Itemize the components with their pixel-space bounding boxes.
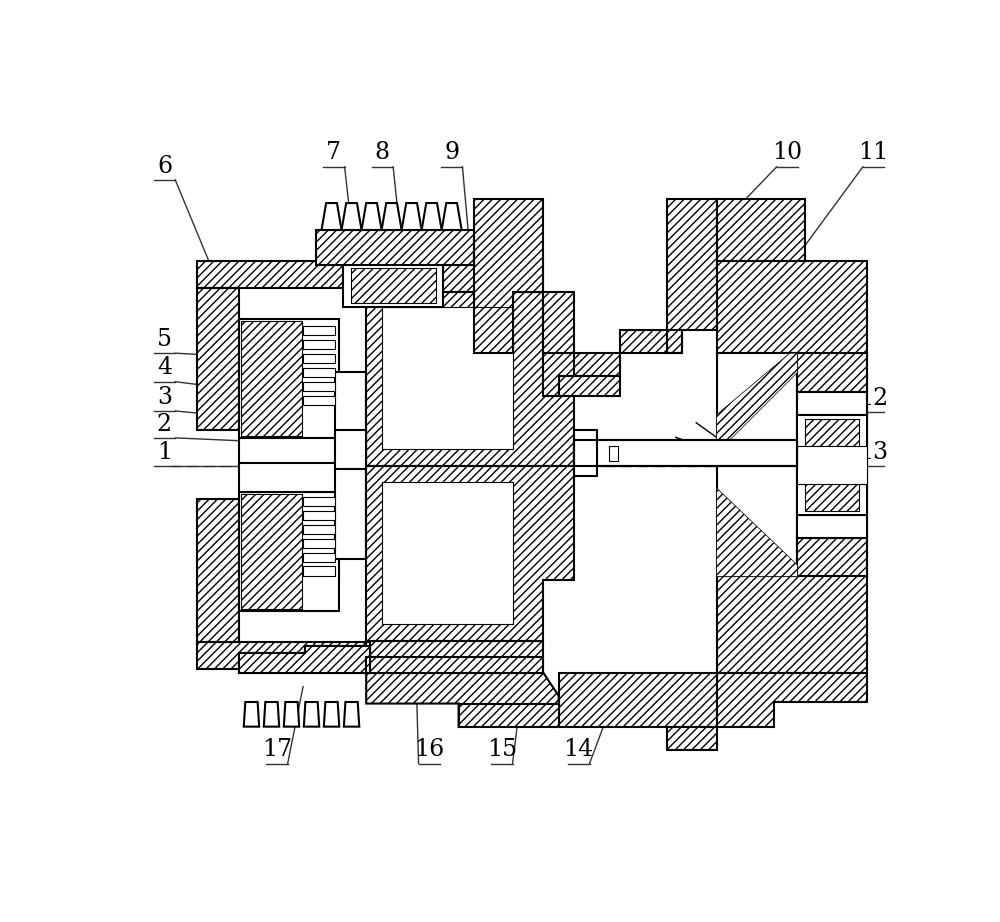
Polygon shape (244, 702, 259, 727)
Polygon shape (366, 673, 559, 727)
Polygon shape (574, 431, 597, 477)
Text: 16: 16 (414, 739, 444, 762)
Polygon shape (366, 657, 543, 673)
Polygon shape (303, 396, 335, 405)
Text: 12: 12 (859, 387, 889, 410)
Polygon shape (474, 199, 543, 353)
Polygon shape (422, 203, 442, 230)
Polygon shape (382, 203, 402, 230)
Polygon shape (344, 702, 359, 727)
Polygon shape (666, 199, 717, 353)
Text: 2: 2 (157, 412, 172, 435)
Polygon shape (574, 440, 797, 467)
Polygon shape (717, 353, 797, 576)
Text: 9: 9 (444, 141, 459, 164)
Text: 10: 10 (772, 141, 802, 164)
Polygon shape (717, 261, 867, 673)
Text: 5: 5 (157, 328, 172, 351)
Polygon shape (303, 382, 335, 391)
Polygon shape (717, 353, 797, 576)
Polygon shape (717, 488, 797, 576)
Polygon shape (559, 376, 620, 396)
Polygon shape (239, 318, 339, 438)
Polygon shape (620, 330, 682, 353)
Polygon shape (717, 673, 867, 727)
Polygon shape (284, 702, 299, 727)
Polygon shape (316, 230, 474, 288)
Text: 6: 6 (157, 155, 172, 178)
Polygon shape (197, 288, 239, 431)
Polygon shape (797, 392, 867, 415)
Polygon shape (239, 645, 370, 673)
Polygon shape (797, 353, 867, 392)
Polygon shape (362, 203, 382, 230)
Polygon shape (797, 538, 867, 576)
Polygon shape (303, 525, 335, 534)
Polygon shape (717, 199, 805, 261)
Polygon shape (241, 494, 302, 609)
Polygon shape (797, 415, 867, 514)
Polygon shape (382, 307, 512, 449)
Polygon shape (303, 552, 335, 561)
Polygon shape (322, 203, 342, 230)
Polygon shape (797, 514, 867, 538)
Text: 7: 7 (326, 141, 341, 164)
Polygon shape (351, 268, 436, 303)
Text: 8: 8 (375, 141, 390, 164)
Polygon shape (366, 261, 543, 291)
Polygon shape (805, 482, 859, 511)
Polygon shape (797, 445, 867, 484)
Text: 17: 17 (262, 739, 292, 762)
Polygon shape (342, 203, 362, 230)
Polygon shape (264, 702, 279, 727)
Polygon shape (366, 641, 543, 673)
Text: 1: 1 (157, 441, 172, 464)
Polygon shape (197, 261, 370, 288)
Polygon shape (366, 467, 574, 641)
Text: 4: 4 (157, 356, 172, 379)
Polygon shape (303, 368, 335, 377)
Polygon shape (666, 727, 717, 750)
Polygon shape (382, 482, 512, 624)
Polygon shape (717, 353, 797, 442)
Polygon shape (303, 538, 335, 548)
Polygon shape (335, 372, 366, 559)
Polygon shape (805, 419, 859, 445)
Polygon shape (366, 291, 574, 467)
Polygon shape (559, 673, 717, 727)
Polygon shape (303, 354, 335, 363)
Polygon shape (303, 497, 335, 506)
Text: 11: 11 (859, 141, 889, 164)
Polygon shape (239, 438, 339, 467)
Polygon shape (442, 203, 462, 230)
Polygon shape (303, 511, 335, 520)
Polygon shape (197, 642, 370, 668)
Polygon shape (303, 340, 335, 349)
Polygon shape (609, 445, 618, 461)
Text: 15: 15 (487, 739, 517, 762)
Polygon shape (543, 291, 620, 396)
Polygon shape (343, 265, 443, 307)
Polygon shape (402, 203, 422, 230)
Polygon shape (239, 463, 339, 491)
Polygon shape (303, 566, 335, 575)
Polygon shape (324, 702, 339, 727)
Text: 13: 13 (859, 441, 889, 464)
Polygon shape (303, 326, 335, 336)
Text: 3: 3 (157, 385, 172, 408)
Polygon shape (335, 431, 366, 468)
Polygon shape (459, 703, 559, 727)
Polygon shape (197, 500, 239, 642)
Polygon shape (239, 491, 339, 611)
Polygon shape (239, 645, 370, 673)
Polygon shape (304, 702, 319, 727)
Polygon shape (241, 321, 302, 435)
Text: 14: 14 (564, 739, 594, 762)
